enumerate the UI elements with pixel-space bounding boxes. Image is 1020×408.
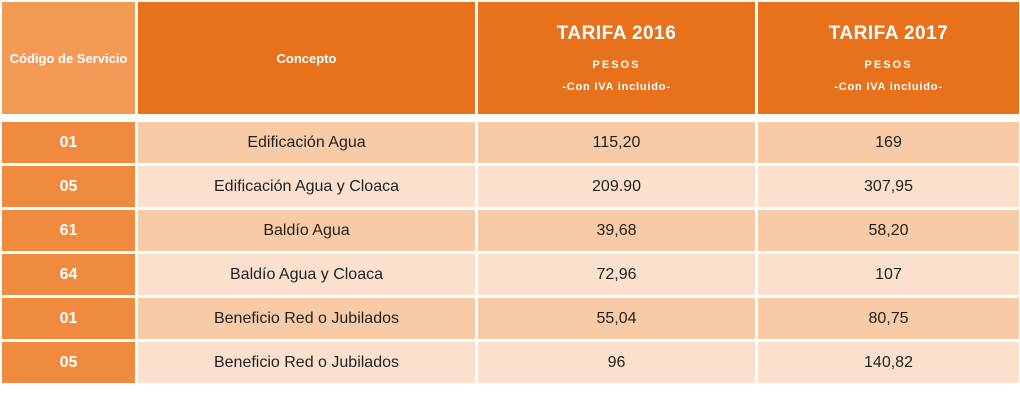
row-4-codigo: 64 bbox=[2, 254, 135, 295]
tarifa-2016-unit: PESOS bbox=[592, 59, 641, 71]
tarifa-2017-title: TARIFA 2017 bbox=[828, 23, 949, 44]
row-2-concepto: Edificación Agua y Cloaca bbox=[138, 166, 475, 207]
row-1-tarifa-2017: 169 bbox=[758, 122, 1019, 163]
row-5-tarifa-2017: 80,75 bbox=[758, 298, 1019, 339]
row-4-tarifa-2017: 107 bbox=[758, 254, 1019, 295]
row-2-tarifa-2017: 307,95 bbox=[758, 166, 1019, 207]
tarifa-2017-unit: PESOS bbox=[864, 59, 913, 71]
row-1-codigo: 01 bbox=[2, 122, 135, 163]
tarifa-2017-note: -Con IVA incluido- bbox=[834, 81, 943, 93]
row-5-tarifa-2016: 55,04 bbox=[478, 298, 755, 339]
header-tarifa-2016: TARIFA 2016 PESOS -Con IVA incluido- bbox=[478, 2, 755, 114]
row-3-concepto: Baldío Agua bbox=[138, 210, 475, 251]
header-tarifa-2017: TARIFA 2017 PESOS -Con IVA incluido- bbox=[758, 2, 1019, 114]
header-separator bbox=[2, 114, 1019, 122]
row-4-concepto: Baldío Agua y Cloaca bbox=[138, 254, 475, 295]
header-concepto: Concepto bbox=[138, 2, 475, 114]
header-codigo: Código de Servicio bbox=[2, 2, 135, 114]
row-6-concepto: Beneficio Red o Jubilados bbox=[138, 342, 475, 383]
tarifa-2016-title: TARIFA 2016 bbox=[556, 23, 677, 44]
row-1-tarifa-2016: 115,20 bbox=[478, 122, 755, 163]
row-3-tarifa-2016: 39,68 bbox=[478, 210, 755, 251]
row-5-concepto: Beneficio Red o Jubilados bbox=[138, 298, 475, 339]
tariff-table: Código de Servicio Concepto TARIFA 2016 … bbox=[2, 2, 1019, 386]
row-6-tarifa-2016: 96 bbox=[478, 342, 755, 383]
row-6-codigo: 05 bbox=[2, 342, 135, 383]
header-concepto-label: Concepto bbox=[276, 50, 337, 66]
row-3-codigo: 61 bbox=[2, 210, 135, 251]
row-4-tarifa-2016: 72,96 bbox=[478, 254, 755, 295]
row-3-tarifa-2017: 58,20 bbox=[758, 210, 1019, 251]
row-1-concepto: Edificación Agua bbox=[138, 122, 475, 163]
header-codigo-label: Código de Servicio bbox=[9, 50, 128, 66]
tarifa-2016-note: -Con IVA incluido- bbox=[562, 81, 671, 93]
row-6-tarifa-2017: 140,82 bbox=[758, 342, 1019, 383]
row-5-codigo: 01 bbox=[2, 298, 135, 339]
row-2-tarifa-2016: 209.90 bbox=[478, 166, 755, 207]
row-2-codigo: 05 bbox=[2, 166, 135, 207]
